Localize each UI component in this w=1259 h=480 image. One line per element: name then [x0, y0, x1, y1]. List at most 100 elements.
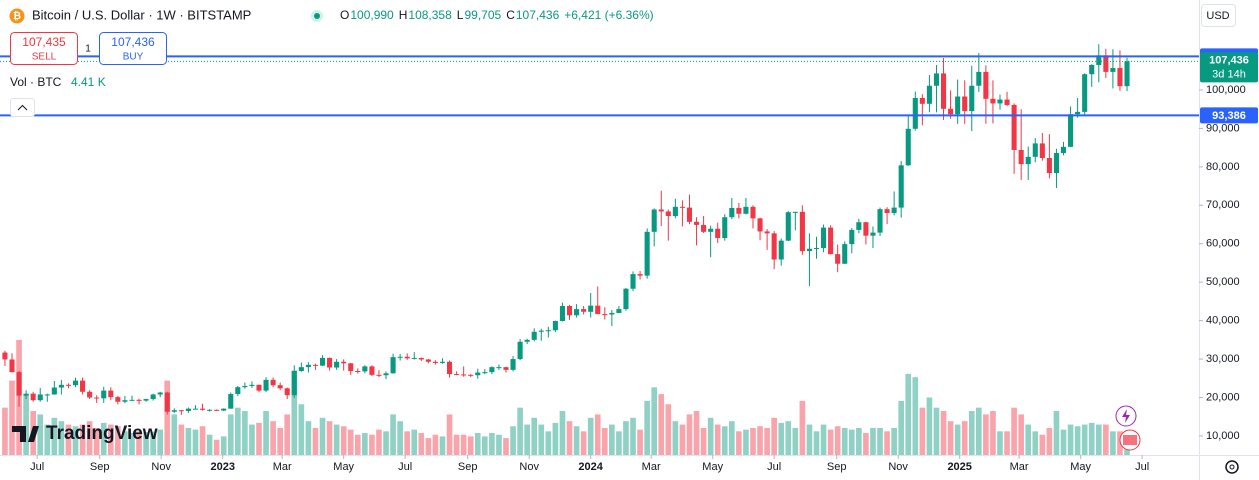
candle-body	[771, 233, 777, 260]
volume-bar	[961, 421, 968, 455]
volume-bar	[792, 427, 799, 455]
volume-bar	[665, 404, 672, 455]
candle-body	[1011, 104, 1017, 150]
ohlc-value: 108,358	[408, 8, 452, 22]
volume-bar	[609, 424, 615, 455]
candle-body	[997, 99, 1003, 104]
candle-body	[1117, 68, 1123, 87]
candle-body	[898, 165, 904, 208]
volume-bar	[601, 427, 608, 455]
candle-body	[806, 248, 812, 252]
candle-body	[439, 361, 446, 363]
volume-bar	[884, 431, 890, 455]
candle-body	[44, 394, 50, 396]
candle-body	[51, 387, 57, 395]
candle-body	[531, 331, 537, 340]
volume-bar	[764, 427, 770, 455]
x-tick-label: Nov	[888, 461, 908, 473]
candle-body	[517, 341, 523, 360]
volume-bar	[566, 421, 573, 455]
volume-bar	[1025, 424, 1032, 455]
volume-bar	[411, 429, 418, 455]
candle-body	[376, 374, 382, 376]
collapse-button[interactable]	[10, 98, 35, 117]
volume-bar	[672, 421, 679, 455]
candle-body	[94, 397, 100, 399]
candle-body	[566, 306, 573, 316]
volume-bar	[312, 427, 319, 455]
volume-bar	[898, 400, 905, 455]
candle-body	[221, 408, 227, 411]
volume-bar	[58, 421, 65, 455]
candle-body	[192, 408, 199, 410]
volume-bar	[481, 436, 488, 455]
candle-body	[1046, 158, 1052, 174]
volume-bar	[171, 414, 178, 455]
candle-body	[348, 363, 354, 371]
volume-bar	[404, 431, 411, 455]
x-tick-label: 2025	[947, 461, 971, 473]
buy-button[interactable]: 107,436 BUY	[99, 32, 167, 65]
candle-body	[249, 384, 255, 386]
ohlc-key: C	[506, 8, 515, 22]
candle-body	[764, 231, 770, 234]
x-tick-label: Mar	[1010, 461, 1029, 473]
candle-body	[87, 391, 93, 398]
volume-bar	[1060, 429, 1067, 455]
sell-button[interactable]: 107,435 SELL	[10, 32, 78, 65]
volume-bar	[220, 436, 227, 455]
candle-body	[143, 399, 149, 401]
y-tick-label: 70,000	[1206, 199, 1240, 211]
volume-bar	[1018, 414, 1024, 455]
candle-body	[955, 96, 961, 115]
candle-body	[235, 387, 241, 395]
volume-bar	[778, 422, 785, 455]
candle-body	[1110, 68, 1116, 72]
volume-bar	[919, 407, 926, 455]
candle-body	[870, 232, 876, 236]
candle-body	[679, 206, 685, 208]
candle-body	[37, 394, 43, 401]
volume-bar	[510, 426, 516, 455]
candle-body	[849, 229, 855, 245]
y-tick-label: 20,000	[1206, 391, 1240, 403]
x-tick-label: Nov	[151, 461, 171, 473]
volume-bar	[736, 431, 742, 455]
volume-bar	[538, 424, 545, 455]
volume-bar	[947, 421, 954, 455]
volume-bar	[326, 421, 333, 455]
volume-title: Vol · BTC	[10, 75, 62, 89]
volume-bar	[940, 411, 947, 455]
currency-button[interactable]: USD	[1201, 4, 1236, 27]
candle-body	[983, 71, 989, 99]
candle-body	[743, 206, 749, 214]
candle-body	[404, 356, 410, 359]
volume-bar	[136, 431, 142, 455]
volume-bar	[2, 407, 8, 455]
candle-body	[2, 352, 8, 360]
candle-body	[397, 356, 403, 358]
candle-body	[877, 209, 883, 233]
gear	[1225, 460, 1239, 474]
y-tick-label: 80,000	[1206, 161, 1240, 173]
volume-bar	[559, 411, 566, 455]
volume-bar	[863, 433, 869, 455]
volume-bar	[827, 429, 834, 455]
settings-button[interactable]	[1225, 460, 1239, 474]
candle-body	[940, 73, 947, 109]
volume-bar	[841, 427, 848, 455]
candle-body	[122, 400, 128, 402]
volume-bar	[178, 424, 185, 455]
candle-body	[757, 218, 763, 232]
candle-body	[792, 211, 798, 213]
candle-body	[277, 385, 283, 389]
candle-body	[390, 357, 396, 374]
volume-bar	[813, 431, 820, 455]
volume-bar	[997, 431, 1003, 455]
volume-bar	[693, 411, 700, 455]
volume-bar	[277, 427, 283, 455]
volume-bar	[531, 417, 538, 455]
candle-body	[559, 306, 565, 322]
price-tag-label: 93,386	[1212, 110, 1246, 122]
tradingview-logo[interactable]: TradingView	[12, 423, 158, 444]
